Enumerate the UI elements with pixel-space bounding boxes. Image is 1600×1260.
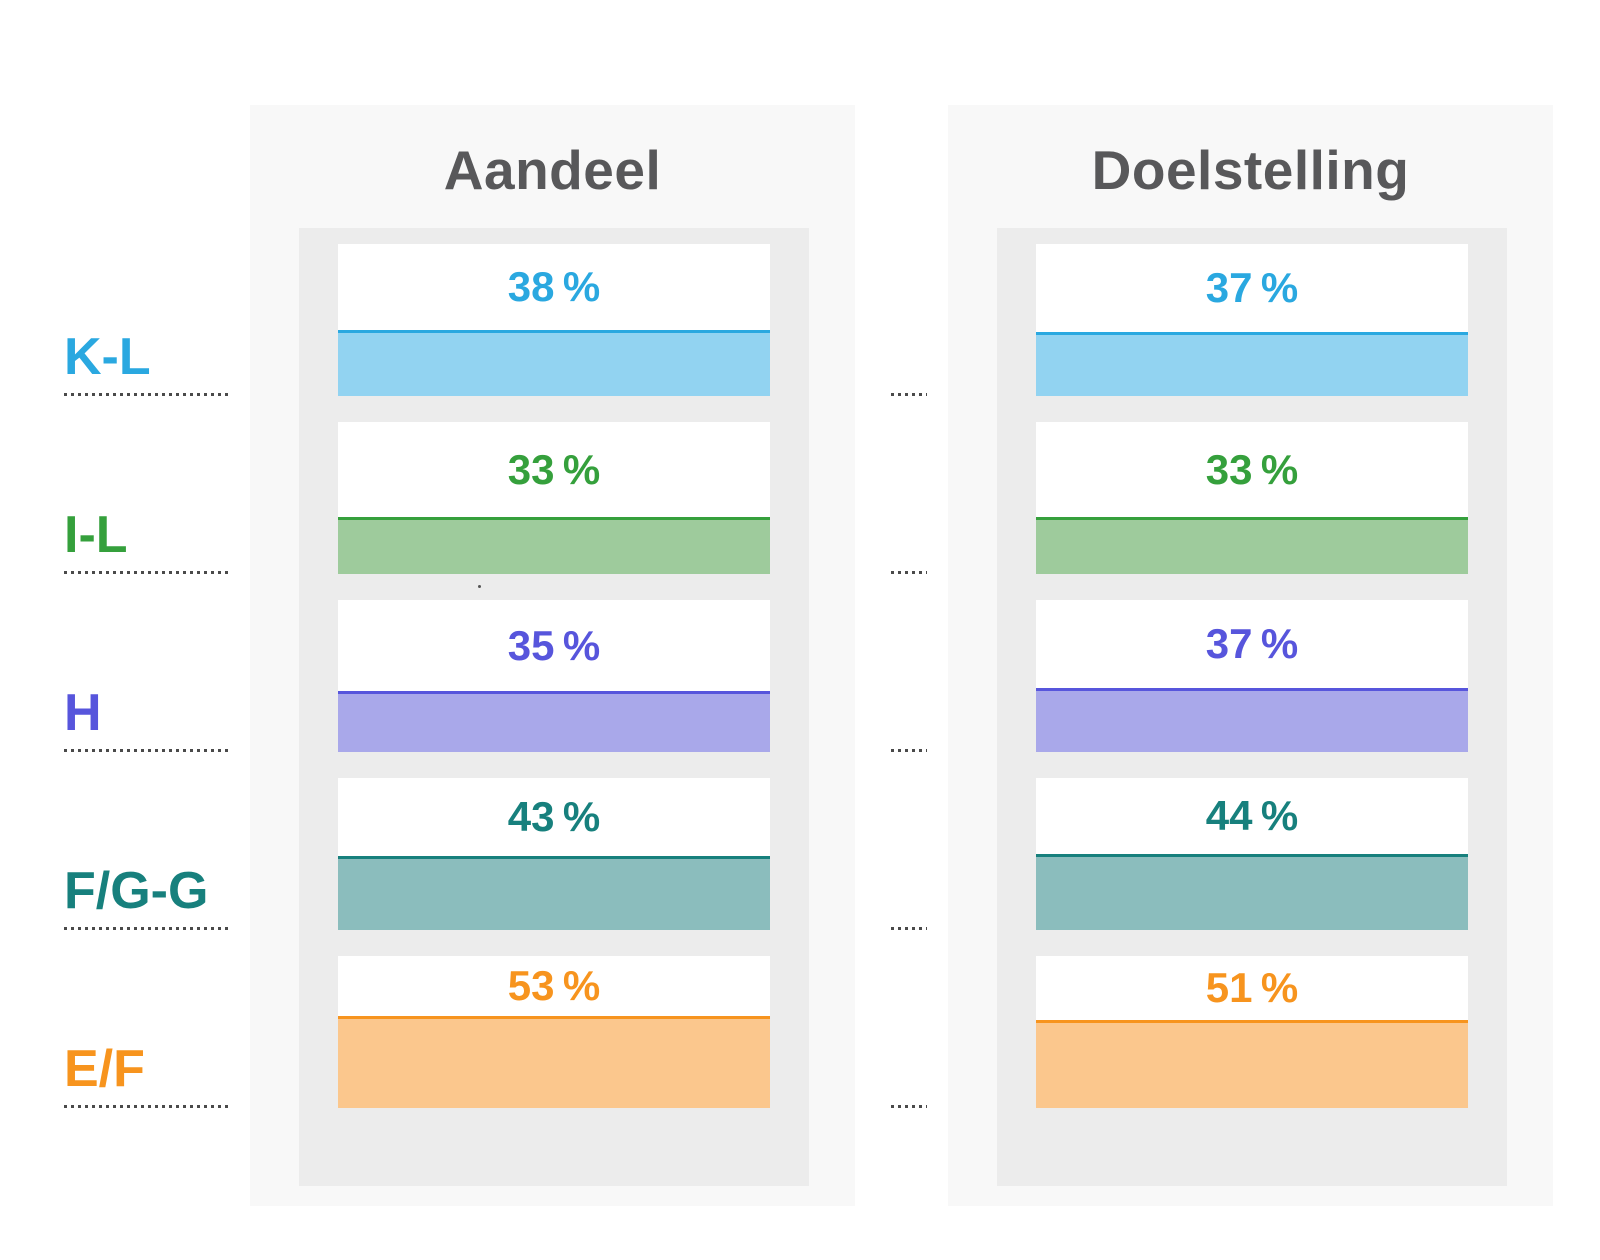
value-label: 33 % xyxy=(507,445,601,493)
dotted-leader-left xyxy=(64,571,232,574)
dotted-leader-mid xyxy=(891,571,927,574)
bar-aandeel-e-f xyxy=(338,1016,770,1108)
bar-aandeel-i-l xyxy=(338,517,770,574)
card-aandeel-f-g-g: 43 % xyxy=(338,778,770,930)
dotted-leader-mid xyxy=(891,1105,927,1108)
value-label: 53 % xyxy=(507,962,601,1009)
stray-mark xyxy=(478,585,481,588)
card-aandeel-e-f: 53 % xyxy=(338,956,770,1108)
bar-doelstelling-k-l xyxy=(1036,332,1468,396)
card-aandeel-k-l: 38 % xyxy=(338,244,770,396)
card-doelstelling-i-l: 33 % xyxy=(1036,422,1468,574)
row-label-i-l: I-L xyxy=(64,506,128,564)
bar-doelstelling-f-g-g xyxy=(1036,854,1468,930)
panel-aandeel: Aandeel 38 % 33 % 35 % 43 % 53 % xyxy=(250,105,855,1206)
card-doelstelling-e-f: 51 % xyxy=(1036,956,1468,1108)
dotted-leader-left xyxy=(64,393,232,396)
dotted-leader-mid xyxy=(891,393,927,396)
bar-aandeel-h xyxy=(338,691,770,752)
row-label-e-f: E/F xyxy=(64,1040,145,1098)
value-label: 37 % xyxy=(1205,264,1299,311)
panel-title-aandeel: Aandeel xyxy=(443,139,662,201)
row-label-h: H xyxy=(64,684,102,742)
dotted-leader-left xyxy=(64,927,232,930)
value-label: 43 % xyxy=(507,793,601,840)
panel-title-doelstelling: Doelstelling xyxy=(1091,139,1410,201)
dotted-leader-mid xyxy=(891,749,927,752)
dotted-leader-left xyxy=(64,1105,232,1108)
value-label: 35 % xyxy=(507,621,601,669)
value-label: 37 % xyxy=(1205,620,1299,667)
value-label: 44 % xyxy=(1205,792,1299,839)
value-label: 38 % xyxy=(507,263,601,310)
card-doelstelling-f-g-g: 44 % xyxy=(1036,778,1468,930)
card-doelstelling-k-l: 37 % xyxy=(1036,244,1468,396)
bar-doelstelling-h xyxy=(1036,688,1468,752)
dotted-leader-mid xyxy=(891,927,927,930)
panel-inner-aandeel: 38 % 33 % 35 % 43 % 53 % xyxy=(299,228,809,1186)
card-aandeel-h: 35 % xyxy=(338,600,770,752)
value-label: 51 % xyxy=(1205,964,1299,1011)
row-label-k-l: K-L xyxy=(64,328,151,386)
bar-doelstelling-e-f xyxy=(1036,1020,1468,1108)
row-label-f-g-g: F/G-G xyxy=(64,862,209,920)
panel-inner-doelstelling: 37 % 33 % 37 % 44 % 51 % xyxy=(997,228,1507,1186)
panel-doelstelling: Doelstelling 37 % 33 % 37 % 44 % 51 % xyxy=(948,105,1553,1206)
value-label: 33 % xyxy=(1205,445,1299,493)
bar-doelstelling-i-l xyxy=(1036,517,1468,574)
bar-aandeel-k-l xyxy=(338,330,770,396)
bar-aandeel-f-g-g xyxy=(338,856,770,930)
card-doelstelling-h: 37 % xyxy=(1036,600,1468,752)
card-aandeel-i-l: 33 % xyxy=(338,422,770,574)
dotted-leader-left xyxy=(64,749,232,752)
